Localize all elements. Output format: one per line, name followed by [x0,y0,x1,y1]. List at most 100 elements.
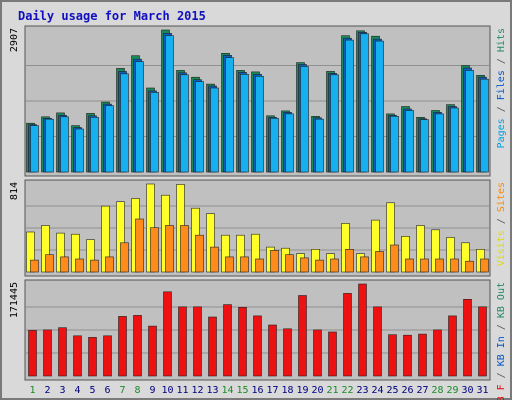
x-tick-label: 27 [416,385,428,396]
bar-sites-day-1 [30,259,39,273]
bar-sites-day-21 [330,258,339,273]
bar-sites-day-29 [450,258,459,273]
bar-pages-day-25 [390,116,399,173]
bar-sites-day-11 [180,225,189,273]
bar-pages-day-24 [375,40,384,173]
bar-pages-day-22 [345,39,354,173]
bar-kb-f-day-23 [358,283,367,377]
bar-kb-f-day-17 [268,324,277,377]
bar-sites-day-13 [210,246,219,273]
bar-sites-day-24 [375,251,384,273]
bar-sites-day-28 [435,258,444,273]
bar-sites-day-22 [345,249,354,273]
bar-kb-f-day-28 [433,329,442,377]
bar-sites-day-19 [300,257,309,273]
bar-kb-f-day-26 [403,334,412,377]
bar-kb-f-day-15 [238,306,247,377]
x-tick-label: 17 [266,385,278,396]
x-tick-label: 9 [149,385,155,396]
bar-kb-f-day-10 [163,291,172,377]
bar-kb-f-day-8 [133,315,142,377]
bar-kb-f-day-1 [28,330,37,377]
x-tick-label: 16 [251,385,263,396]
bar-kb-f-day-14 [223,304,232,377]
x-tick-label: 13 [206,385,218,396]
x-tick-label: 11 [176,385,188,396]
bar-sites-day-27 [420,258,429,273]
bar-sites-day-25 [390,244,399,273]
bar-kb-f-day-31 [478,306,487,377]
bar-kb-f-day-13 [208,316,217,377]
bar-pages-day-13 [210,87,219,173]
bar-pages-day-4 [75,128,84,173]
x-tick-label: 7 [119,385,125,396]
x-tick-label: 14 [221,385,233,396]
x-tick-label: 1 [29,385,35,396]
bar-sites-day-9 [150,227,159,273]
x-tick-label: 31 [476,385,488,396]
bar-pages-day-16 [255,76,264,173]
legend-entry: / [496,366,507,384]
bar-kb-f-day-18 [283,328,292,377]
x-tick-label: 15 [236,385,248,396]
x-tick-label: 3 [59,385,65,396]
legend-entry: Sites [496,182,507,212]
bar-kb-f-day-2 [43,329,52,377]
bar-pages-day-30 [465,70,474,173]
x-tick-label: 18 [281,385,293,396]
x-tick-label: 19 [296,385,308,396]
bar-pages-day-18 [285,113,294,173]
bar-sites-day-30 [465,260,474,273]
legend-entry: KB F [496,384,507,400]
bar-pages-day-1 [30,125,39,173]
bar-sites-day-2 [45,254,54,273]
bar-kb-f-day-19 [298,295,307,377]
bar-kb-f-day-25 [388,334,397,377]
panel-hits: 2907 Pages / Files / Hits [9,25,507,177]
x-tick-label: 6 [104,385,110,396]
panel-max-label: 2907 [9,28,20,52]
bar-kb-f-day-30 [463,298,472,377]
bar-kb-f-day-3 [58,327,67,377]
bar-sites-day-23 [360,256,369,273]
bar-pages-day-7 [120,73,129,173]
bar-pages-day-31 [480,78,489,173]
x-tick-label: 30 [461,385,473,396]
legend-entry: Pages [496,118,507,148]
bar-kb-f-day-11 [178,306,187,377]
bar-sites-day-26 [405,258,414,273]
bar-sites-day-4 [75,258,84,273]
x-tick-label: 25 [386,385,398,396]
bar-pages-day-27 [420,119,429,173]
bar-pages-day-12 [195,81,204,173]
bar-sites-day-20 [315,259,324,273]
bar-kb-f-day-7 [118,316,127,377]
bar-sites-day-12 [195,234,204,273]
bar-kb-f-day-9 [148,325,157,377]
x-tick-label: 28 [431,385,443,396]
bar-pages-day-9 [150,92,159,173]
bar-sites-day-8 [135,218,144,273]
bar-pages-day-15 [240,74,249,173]
x-tick-label: 29 [446,385,458,396]
panel-max-label: 171445 [9,282,20,318]
legend-entry: Files [496,70,507,100]
bar-sites-day-6 [105,256,114,273]
bar-kb-f-day-27 [418,333,427,377]
legend-entry: Visits [496,230,507,266]
bar-kb-f-day-4 [73,335,82,377]
bar-pages-day-11 [180,74,189,173]
bar-kb-f-day-12 [193,306,202,377]
legend-entry: / [496,212,507,230]
x-tick-label: 5 [89,385,95,396]
bar-kb-f-day-20 [313,329,322,377]
panel-visits: 814 Visits / Sites [9,179,507,277]
x-tick-label: 22 [341,385,353,396]
panel-legend: Pages / Files / Hits [496,28,507,148]
bar-sites-day-17 [270,250,279,273]
bar-kb-f-day-24 [373,306,382,377]
bar-pages-day-6 [105,105,114,173]
bar-sites-day-15 [240,256,249,273]
